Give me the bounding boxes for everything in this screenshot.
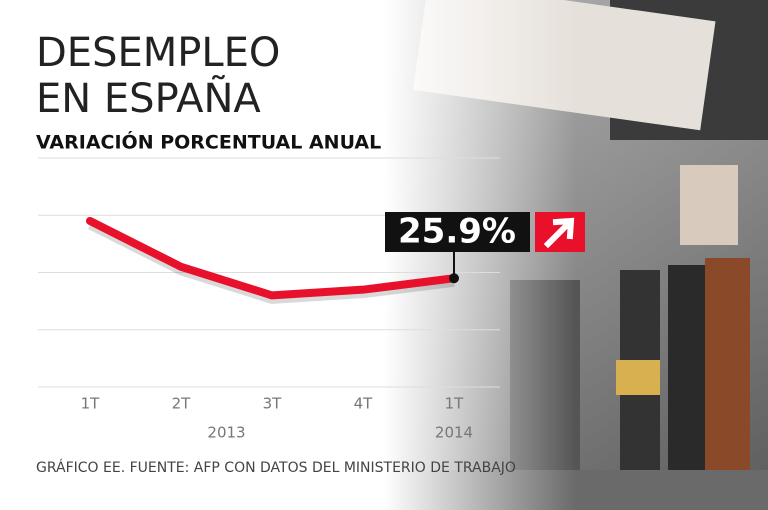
subtitle: VARIACIÓN PORCENTUAL ANUAL [36,130,381,154]
source: GRÁFICO EE. FUENTE: AFP CON DATOS DEL MI… [36,459,516,476]
arrow-icon [543,217,575,249]
line [86,216,458,300]
label-box [385,212,530,252]
year-label: 2013 [207,424,245,442]
title: EN ESPAÑA [36,74,261,122]
x-tick-label: 2T [172,395,192,413]
value-label: 25.9% [398,212,516,252]
x-tick-label: 1T [81,395,101,413]
x-tick-label: 4T [354,395,374,413]
title: DESEMPLEO [36,30,280,76]
x-tick-label: 3T [263,395,283,413]
x-tick-label: 1T [445,395,465,413]
point [449,273,459,284]
year-label: 2014 [435,424,473,442]
